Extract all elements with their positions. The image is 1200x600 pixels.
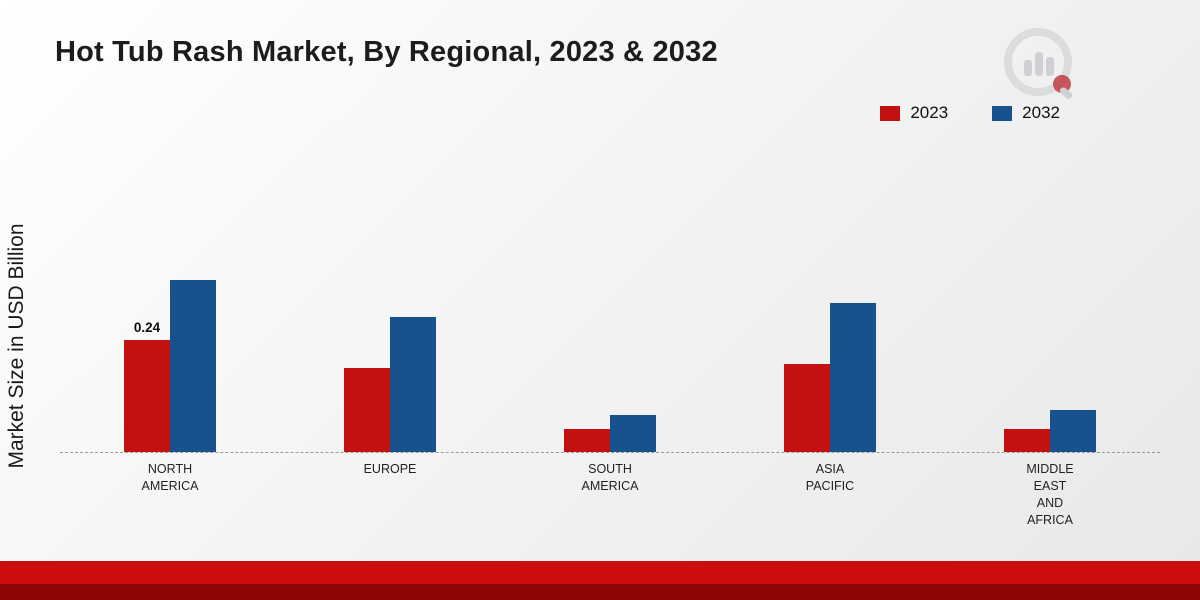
bar-2032-europe [390, 317, 436, 452]
legend-label-2032: 2032 [1022, 103, 1060, 122]
bar-2023-europe [344, 368, 390, 452]
y-axis-label: Market Size in USD Billion [5, 223, 28, 469]
legend-chip-2032 [992, 105, 1013, 121]
chart-title: Hot Tub Rash Market, By Regional, 2023 &… [55, 36, 718, 68]
bar-2032-middle-east-and-africa [1050, 410, 1096, 452]
brand-watermark-icon [1000, 24, 1082, 111]
bar-2023-north-america [124, 340, 170, 452]
bar-2032-asia-pacific [830, 303, 876, 452]
footer-strip-dark [0, 584, 1200, 600]
category-label-south-america: SOUTH AMERICA [581, 462, 639, 493]
category-label-middle-east-and-africa: MIDDLE EAST AND AFRICA [1026, 462, 1074, 527]
category-label-north-america: NORTH AMERICA [141, 462, 199, 493]
legend-item-2032: 2032 [992, 103, 1060, 123]
x-axis-baseline [60, 452, 1160, 453]
legend-item-2023: 2023 [880, 103, 948, 123]
bar-2023-south-america [564, 429, 610, 452]
chart-legend: 2023 2032 [880, 103, 1060, 123]
bar-2023-asia-pacific [784, 364, 830, 452]
bar-2032-north-america [170, 280, 216, 452]
legend-label-2023: 2023 [910, 103, 949, 122]
category-label-europe: EUROPE [363, 462, 417, 476]
footer-strip-light [0, 561, 1200, 584]
bar-2023-middle-east-and-africa [1004, 429, 1050, 452]
legend-chip-2023 [880, 105, 901, 121]
bar-2032-south-america [610, 415, 656, 452]
data-label-2023-north-america: 0.24 [133, 320, 161, 335]
category-label-asia-pacific: ASIA PACIFIC [805, 462, 855, 493]
